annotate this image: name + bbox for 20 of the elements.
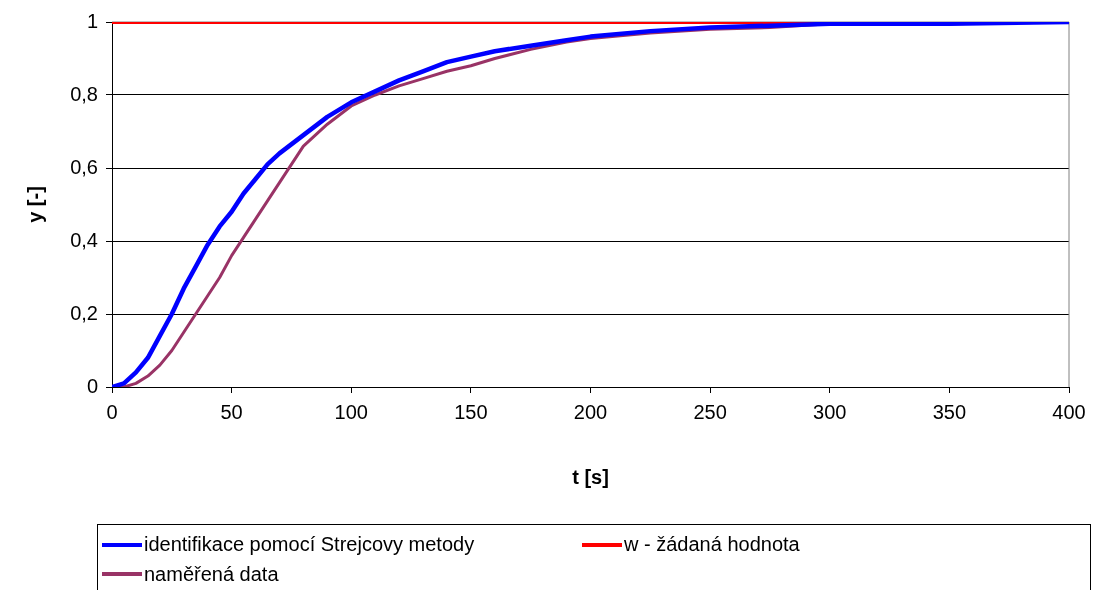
y-tick-label: 0,2 (70, 301, 98, 324)
y-tick-label: 0,6 (70, 155, 98, 178)
x-tick-label: 200 (573, 400, 608, 423)
x-tick-label: 400 (1052, 400, 1086, 423)
y-tick-label: 1 (86, 9, 98, 32)
x-tick-label: 350 (932, 400, 967, 423)
x-tick-label: 0 (106, 400, 118, 423)
y-tick-label: 0,4 (70, 228, 98, 251)
y-axis-title: y [-] (23, 186, 46, 223)
x-axis-title: t [s] (572, 465, 609, 488)
x-tick-label: 150 (454, 400, 488, 423)
y-tick-label: 0,8 (70, 82, 98, 105)
y-tick-label: 0 (86, 374, 98, 397)
legend-label: w - žádaná hodnota (624, 533, 800, 557)
x-tick-label: 100 (334, 400, 368, 423)
legend-label: identifikace pomocí Strejcovy metody (144, 533, 475, 557)
legend-label: naměřená data (144, 562, 279, 586)
x-tick-label: 300 (813, 400, 847, 423)
x-tick-label: 50 (220, 400, 243, 423)
x-tick-label: 250 (693, 400, 727, 423)
